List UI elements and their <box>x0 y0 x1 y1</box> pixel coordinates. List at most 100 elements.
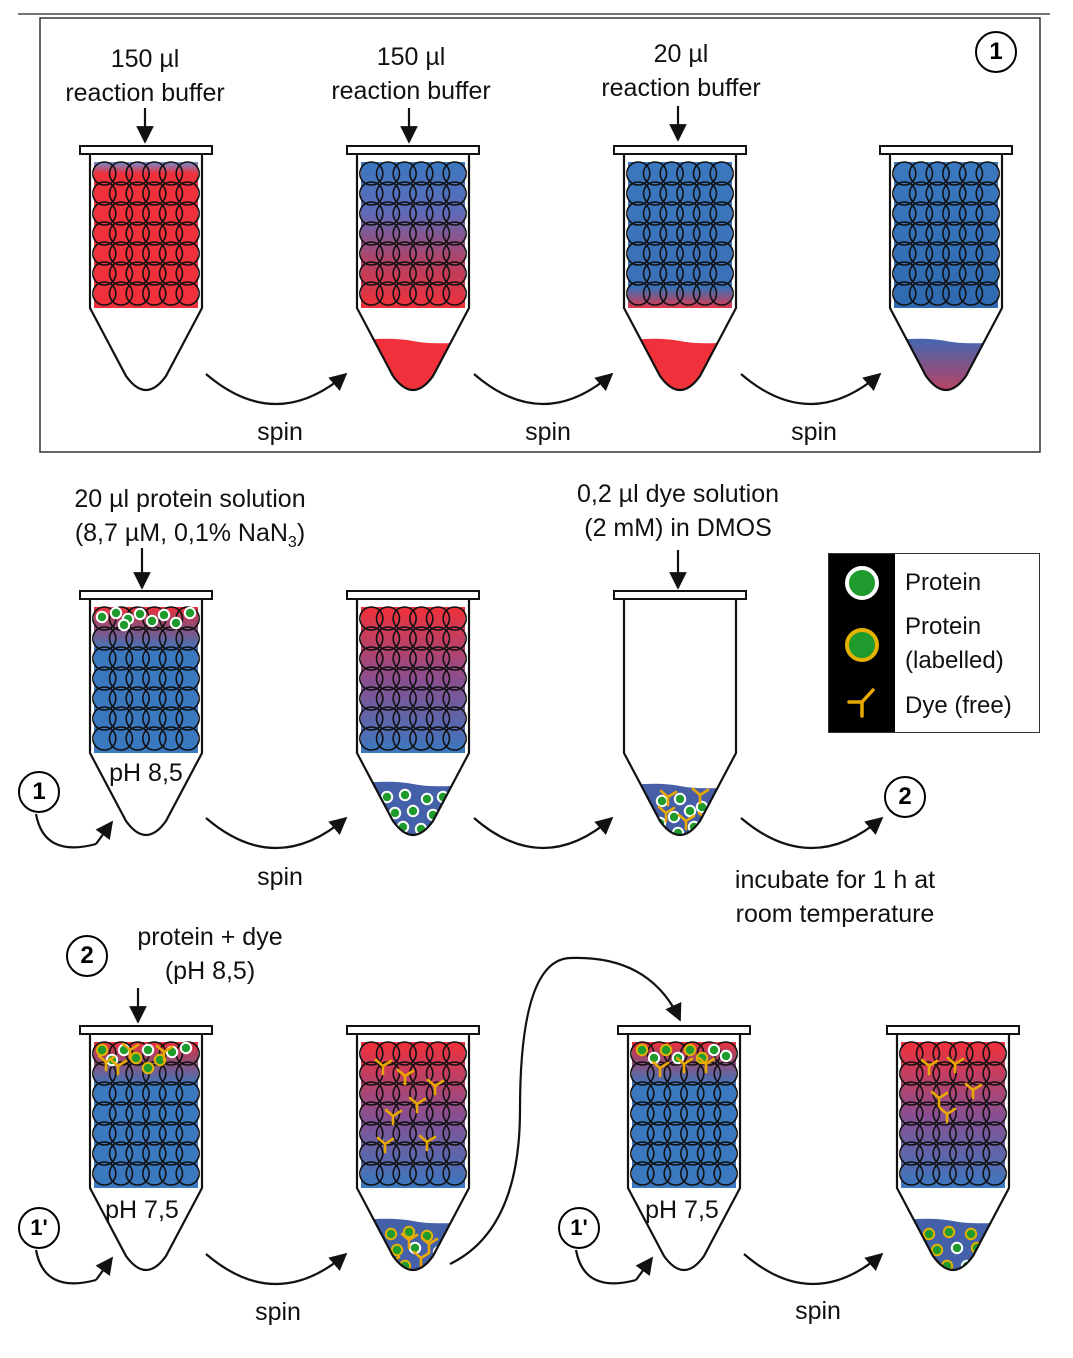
resin-bead <box>975 261 1000 286</box>
resin-bead <box>680 1061 705 1086</box>
tube <box>617 1025 751 1272</box>
resin-bead <box>409 161 434 186</box>
resin-bead <box>409 241 434 266</box>
protein-particle <box>950 1241 964 1255</box>
resin-bead <box>92 161 117 186</box>
resin-bead <box>375 1101 401 1126</box>
resin-bead <box>965 1061 991 1086</box>
resin-bead <box>692 201 718 226</box>
dye-molecule <box>396 1068 415 1086</box>
resin-bead <box>646 1061 672 1086</box>
resin-bead <box>125 1121 150 1146</box>
bottom-liquid-group <box>624 783 736 835</box>
resin-bead <box>125 666 150 691</box>
protein-particle <box>659 1043 673 1057</box>
spin-arrow <box>473 372 614 405</box>
legend-swatch-column <box>829 554 895 732</box>
resin-bead <box>442 261 467 286</box>
tube-cap <box>613 145 747 155</box>
tube-outline <box>626 1034 742 1272</box>
resin-bead <box>663 1101 688 1126</box>
bottom-liquid <box>624 338 736 390</box>
resin-bead <box>375 221 401 246</box>
resin-bead <box>925 281 950 306</box>
legend-protein: Protein <box>905 569 982 596</box>
reference-badge-1: 1 <box>18 771 60 813</box>
hook-arrow-head <box>95 1256 114 1281</box>
resin-bead <box>375 1081 401 1106</box>
dye-molecule <box>420 1236 439 1254</box>
resin-bead <box>958 261 984 286</box>
resin-bead <box>359 666 384 691</box>
resin-bead <box>409 1121 434 1146</box>
protein-line-1: 20 µl protein solution <box>74 485 306 513</box>
resin-bead <box>892 161 917 186</box>
resin-bead <box>975 181 1000 206</box>
resin-bead <box>108 646 134 671</box>
dye-molecule <box>374 1058 393 1076</box>
resin-bead <box>175 161 200 186</box>
resin-bead <box>425 606 451 631</box>
resin-bead <box>692 221 718 246</box>
resin-bead <box>375 1161 401 1186</box>
resin-bead <box>142 726 167 751</box>
tube-outline <box>622 599 738 837</box>
resin-bead <box>425 1081 451 1106</box>
resin-bead <box>958 221 984 246</box>
resin-bead <box>626 261 651 286</box>
resin-bead <box>375 181 401 206</box>
resin-bead <box>642 261 668 286</box>
dye-molecule <box>97 1054 116 1072</box>
resin-bead <box>392 626 417 651</box>
resin-bead <box>375 241 401 266</box>
resin-bead <box>392 181 417 206</box>
resin-bead <box>175 726 200 751</box>
resin-bead <box>908 161 934 186</box>
resin-bead <box>709 261 734 286</box>
resin-bead <box>175 181 200 206</box>
resin-bead <box>899 1101 924 1126</box>
bottom-liquid-group <box>897 1218 1009 1270</box>
bottom-liquid-group <box>624 338 736 390</box>
resin-bead <box>392 281 417 306</box>
resin-bead <box>158 201 184 226</box>
resin-bead <box>359 1101 384 1126</box>
dye-molecule <box>938 1106 957 1124</box>
resin-bead <box>92 221 117 246</box>
resin-bead <box>925 241 950 266</box>
resin-bead <box>92 1121 117 1146</box>
resin-bead <box>425 201 451 226</box>
resin-bead <box>92 666 117 691</box>
resin-bead <box>125 626 150 651</box>
resin-bead <box>359 1161 384 1186</box>
resin-bead <box>932 1061 957 1086</box>
resin-bead <box>925 221 950 246</box>
resin-bead <box>108 221 134 246</box>
resin-bead <box>375 161 401 186</box>
legend-dye-free: Dye (free) <box>905 692 1012 719</box>
resin-bead <box>982 1081 1007 1106</box>
resin-bead <box>158 666 184 691</box>
resin-bead <box>175 666 200 691</box>
resin-bead <box>696 1101 722 1126</box>
resin-bead <box>442 686 467 711</box>
resin-bead <box>696 1141 722 1166</box>
resin-bead <box>425 686 451 711</box>
resin-bead <box>158 1061 184 1086</box>
protein-labelled-swatch-icon <box>845 628 879 662</box>
resin-bead <box>442 1161 467 1186</box>
resin-bead <box>92 201 117 226</box>
dye-molecule <box>964 1082 983 1100</box>
resin-bead <box>713 1161 738 1186</box>
dye-molecule <box>920 1058 939 1076</box>
step-badge-1: 1 <box>975 31 1017 73</box>
reference-badge-1prime-a: 1' <box>18 1207 60 1249</box>
resin-bead <box>359 241 384 266</box>
resin-bead <box>442 706 467 731</box>
protein-particle <box>635 1043 649 1057</box>
resin-bead <box>125 221 150 246</box>
resin-bead <box>646 1081 672 1106</box>
resin-bead <box>158 1041 184 1066</box>
resin-bead <box>965 1041 991 1066</box>
resin-bead <box>425 281 451 306</box>
